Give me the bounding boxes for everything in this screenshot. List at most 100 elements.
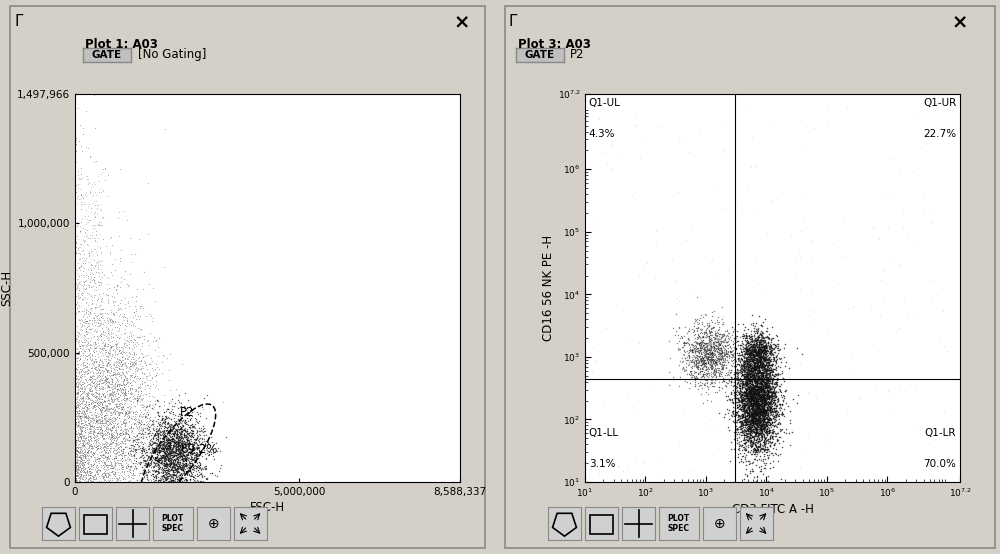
Point (686, 345, 702, 354)
Point (70, 170, 86, 179)
Point (747, 393, 763, 402)
Point (119, 428, 135, 437)
Point (179, 471, 195, 480)
Point (744, 377, 760, 386)
Point (172, 438, 188, 447)
Point (723, 348, 739, 357)
Point (79, 363, 95, 372)
Point (767, 389, 783, 398)
Point (747, 425, 763, 434)
Point (101, 424, 117, 433)
Point (749, 389, 765, 398)
Point (756, 404, 772, 413)
Point (83, 380, 99, 389)
Point (743, 348, 759, 357)
Point (170, 475, 186, 484)
Point (764, 388, 780, 397)
Point (69, 388, 85, 397)
Point (189, 418, 205, 427)
Point (164, 471, 180, 480)
Point (174, 455, 190, 464)
Point (183, 430, 199, 439)
Point (761, 424, 777, 433)
Point (168, 441, 184, 450)
Point (764, 449, 780, 458)
Point (161, 428, 177, 437)
Point (710, 363, 726, 372)
Point (741, 374, 757, 383)
Point (754, 375, 770, 383)
Point (176, 429, 192, 438)
Point (772, 400, 788, 409)
Point (761, 393, 777, 402)
Point (117, 312, 133, 321)
Point (748, 358, 764, 367)
Point (117, 419, 133, 428)
Point (749, 356, 765, 365)
Point (158, 425, 174, 434)
Point (702, 343, 718, 352)
Point (81, 249, 97, 258)
Point (114, 319, 130, 328)
Point (698, 339, 714, 348)
Point (713, 332, 729, 341)
Point (773, 354, 789, 363)
Point (119, 464, 135, 473)
Point (99, 377, 115, 386)
Point (150, 454, 166, 463)
Point (740, 442, 756, 451)
Point (752, 391, 768, 400)
Point (159, 470, 175, 479)
Point (143, 430, 159, 439)
Point (758, 419, 774, 428)
Point (67, 432, 83, 441)
Point (742, 367, 758, 376)
Point (92, 362, 108, 371)
Point (754, 425, 770, 434)
Point (765, 392, 781, 401)
Point (706, 359, 722, 368)
Point (113, 471, 129, 480)
Point (70, 332, 86, 341)
Point (117, 387, 133, 396)
Point (695, 338, 711, 347)
Point (72, 477, 88, 486)
Point (739, 350, 755, 359)
Point (125, 444, 141, 453)
Point (85, 389, 101, 398)
Point (143, 448, 159, 457)
Point (730, 360, 746, 368)
Point (761, 398, 777, 407)
Point (712, 335, 728, 343)
Point (87, 321, 103, 330)
Point (191, 468, 207, 476)
Point (752, 417, 768, 426)
Point (756, 375, 772, 383)
Point (707, 357, 723, 366)
Point (109, 382, 125, 391)
Point (126, 307, 142, 316)
Point (150, 462, 166, 471)
Point (92, 316, 108, 325)
Point (70, 343, 86, 352)
Point (101, 392, 117, 401)
Point (177, 458, 193, 467)
Point (698, 365, 714, 374)
Point (761, 364, 777, 373)
Point (164, 473, 180, 481)
Point (156, 436, 172, 445)
Point (750, 372, 766, 381)
Point (754, 352, 770, 361)
Point (123, 420, 139, 429)
Point (74, 295, 90, 304)
Point (760, 382, 776, 391)
Point (91, 376, 107, 385)
Point (764, 388, 780, 397)
Point (706, 346, 722, 355)
Point (759, 344, 775, 353)
Point (744, 395, 760, 404)
Point (161, 422, 177, 430)
Point (174, 447, 190, 455)
Point (147, 429, 163, 438)
Point (755, 383, 771, 392)
